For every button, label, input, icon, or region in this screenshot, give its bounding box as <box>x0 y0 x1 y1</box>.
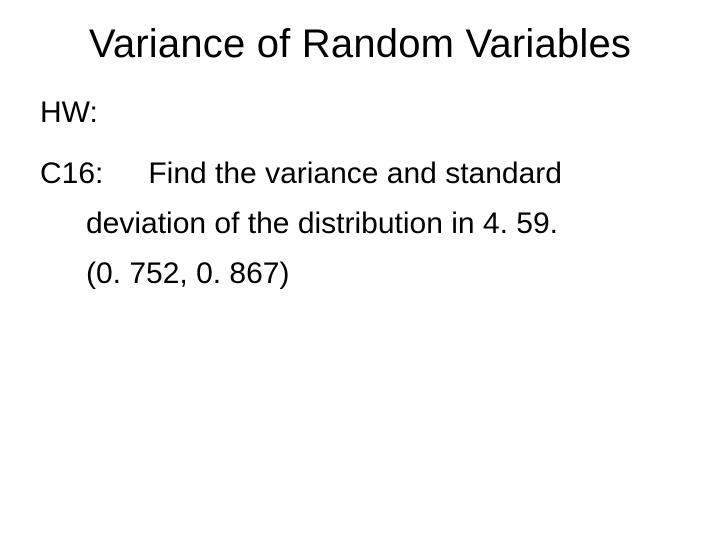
hw-label: HW: <box>40 96 98 130</box>
problem-id-label: C16: <box>40 156 140 192</box>
slide: Variance of Random Variables HW: C16: Fi… <box>0 0 720 540</box>
problem-text-1: Find the variance and standard <box>148 157 562 190</box>
slide-title: Variance of Random Variables <box>0 22 720 67</box>
problem-line-1: C16: Find the variance and standard <box>40 156 562 192</box>
problem-line-2: deviation of the distribution in 4. 59. <box>86 206 558 242</box>
problem-answer: (0. 752, 0. 867) <box>86 256 289 292</box>
